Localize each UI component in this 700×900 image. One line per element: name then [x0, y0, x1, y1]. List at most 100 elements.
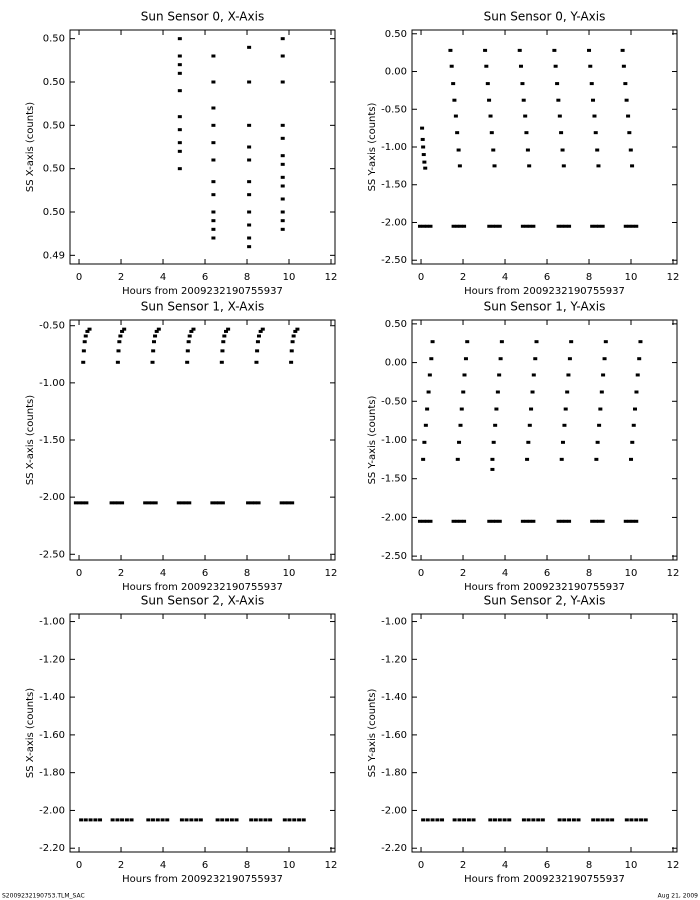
- data-point: [534, 340, 539, 344]
- data-point: [590, 519, 595, 523]
- x-tick-label: 2: [118, 860, 124, 871]
- data-point: [552, 48, 557, 52]
- x-tick-label: 12: [325, 272, 338, 283]
- y-tick-label: -2.20: [381, 843, 407, 854]
- data-point: [440, 818, 445, 822]
- data-point: [498, 357, 503, 361]
- data-point: [499, 340, 504, 344]
- data-point: [566, 373, 571, 377]
- data-point: [490, 457, 495, 461]
- data-point: [247, 210, 252, 214]
- data-point: [556, 98, 561, 102]
- data-point: [113, 501, 118, 505]
- x-tick-label: 10: [283, 568, 296, 579]
- data-point: [220, 818, 225, 822]
- data-point: [448, 48, 453, 52]
- data-point: [591, 98, 596, 102]
- x-tick-label: 12: [325, 860, 338, 871]
- data-point: [177, 63, 182, 67]
- data-point: [602, 357, 607, 361]
- data-point: [527, 164, 532, 168]
- data-point: [488, 114, 493, 118]
- x-tick-label: 10: [625, 568, 638, 579]
- data-point: [177, 54, 182, 58]
- data-point: [220, 501, 225, 505]
- y-tick-label: -1.00: [39, 617, 65, 628]
- data-point: [268, 818, 273, 822]
- y-axis-label: SS X-axis (counts): [25, 395, 36, 485]
- x-tick-label: 12: [667, 272, 680, 283]
- data-point: [553, 64, 558, 68]
- y-tick-label: 0.50: [385, 29, 407, 40]
- y-tick-label: -1.60: [381, 730, 407, 741]
- data-point: [424, 519, 429, 523]
- data-point: [623, 224, 628, 228]
- data-point: [560, 440, 565, 444]
- data-point: [198, 818, 203, 822]
- plot-frame: [69, 319, 336, 561]
- data-point: [525, 148, 530, 152]
- data-point: [253, 818, 258, 822]
- data-point: [247, 236, 252, 240]
- data-point: [461, 390, 466, 394]
- data-point: [590, 224, 595, 228]
- y-tick-label: -1.50: [39, 435, 65, 446]
- data-point: [521, 818, 526, 822]
- data-point: [530, 390, 535, 394]
- data-point: [154, 329, 159, 333]
- data-point: [455, 519, 460, 523]
- data-point: [497, 373, 502, 377]
- data-point: [563, 519, 568, 523]
- data-point: [634, 519, 639, 523]
- data-point: [560, 224, 565, 228]
- x-axis-label: Hours from 2009232190755937: [464, 582, 625, 593]
- data-point: [246, 501, 251, 505]
- data-point: [430, 818, 435, 822]
- data-point: [84, 501, 89, 505]
- data-point: [531, 818, 536, 822]
- data-point: [596, 164, 601, 168]
- data-point: [109, 501, 114, 505]
- data-point: [594, 457, 599, 461]
- chart-title: Sun Sensor 1, X-Axis: [141, 300, 264, 314]
- data-point: [156, 327, 161, 331]
- x-tick-label: 12: [325, 568, 338, 579]
- data-point: [280, 136, 285, 140]
- data-point: [221, 340, 226, 344]
- data-point: [292, 818, 297, 822]
- x-tick-label: 2: [118, 272, 124, 283]
- data-point: [234, 818, 239, 822]
- data-point: [247, 145, 252, 149]
- x-axis-label: Hours from 2009232190755937: [464, 286, 625, 297]
- data-point: [428, 519, 433, 523]
- data-point: [601, 373, 606, 377]
- data-point: [420, 126, 425, 130]
- data-point: [295, 327, 300, 331]
- data-point: [293, 329, 298, 333]
- x-tick-label: 10: [283, 860, 296, 871]
- data-point: [425, 818, 430, 822]
- data-point: [483, 48, 488, 52]
- data-point: [143, 501, 148, 505]
- data-point: [494, 224, 499, 228]
- data-point: [291, 334, 296, 338]
- data-point: [458, 423, 463, 427]
- data-point: [531, 373, 536, 377]
- data-point: [427, 373, 432, 377]
- data-point: [627, 131, 632, 135]
- data-point: [258, 329, 263, 333]
- data-point: [589, 82, 594, 86]
- data-point: [489, 131, 494, 135]
- data-point: [529, 407, 534, 411]
- data-point: [562, 818, 567, 822]
- data-point: [211, 123, 216, 127]
- data-point: [280, 37, 285, 41]
- data-point: [176, 501, 181, 505]
- data-point: [301, 818, 306, 822]
- y-tick-label: -1.00: [381, 617, 407, 628]
- data-point: [492, 818, 497, 822]
- data-point: [247, 123, 252, 127]
- chart-title: Sun Sensor 2, X-Axis: [141, 594, 264, 608]
- data-point: [249, 501, 254, 505]
- y-axis-label: SS Y-axis (counts): [367, 395, 378, 484]
